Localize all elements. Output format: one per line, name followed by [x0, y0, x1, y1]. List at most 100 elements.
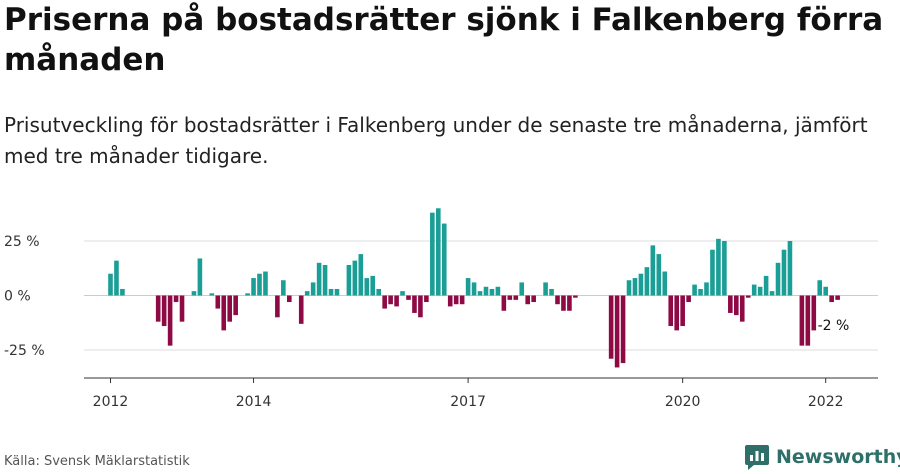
bar [447, 295, 453, 307]
bar [638, 273, 644, 296]
bar [495, 286, 501, 296]
y-tick-label: 25 % [4, 234, 40, 250]
bar [120, 288, 125, 296]
bar [298, 295, 304, 324]
bar [644, 267, 650, 296]
brand-logo: Newsworthy [744, 442, 900, 472]
bar [197, 258, 203, 296]
bar [114, 260, 119, 296]
bar [507, 295, 513, 300]
bar [692, 284, 697, 296]
bar [352, 260, 358, 296]
bar [209, 293, 215, 296]
last-value-label: -2 % [818, 318, 850, 334]
bar [227, 295, 232, 322]
x-tick-label: 2012 [93, 394, 129, 410]
bar [465, 278, 471, 296]
bar [263, 271, 268, 296]
bar [215, 295, 221, 309]
bar [418, 295, 423, 318]
bar [722, 241, 727, 296]
bar [281, 280, 286, 296]
bar [441, 223, 447, 296]
bar [155, 295, 161, 322]
bar [459, 295, 465, 305]
bar [376, 288, 381, 296]
bar [549, 288, 554, 296]
bar [674, 295, 679, 331]
bar [388, 295, 393, 305]
bar [781, 249, 787, 296]
bar [412, 295, 417, 313]
bar [751, 284, 757, 296]
bar [823, 286, 828, 296]
bar [513, 295, 519, 300]
bar [328, 288, 334, 296]
bar [680, 295, 685, 327]
bar [799, 295, 805, 346]
bar [406, 295, 411, 300]
bar [656, 254, 662, 296]
bar [567, 295, 572, 311]
bar [728, 295, 733, 313]
chart-title: Priserna på bostadsrätter sjönk i Falken… [4, 2, 884, 78]
bar [322, 264, 328, 296]
newsworthy-logo-icon [745, 445, 769, 470]
bar [650, 245, 656, 296]
bar [179, 295, 185, 322]
y-tick-label: -25 % [4, 343, 45, 359]
bar [471, 282, 477, 296]
x-tick-label: 2017 [450, 394, 486, 410]
bar [245, 293, 250, 296]
bar [257, 273, 262, 296]
bar [614, 295, 620, 368]
bar [483, 286, 489, 296]
bar [400, 291, 405, 296]
bar [424, 295, 429, 303]
bar [632, 278, 638, 296]
x-tick-label: 2020 [665, 394, 701, 410]
x-tick-label: 2014 [236, 394, 272, 410]
bar [620, 295, 626, 364]
bar [710, 249, 715, 296]
bar [453, 295, 459, 305]
bar [394, 295, 399, 307]
bar [757, 286, 763, 296]
bar [501, 295, 507, 311]
bar [316, 262, 322, 296]
bar [221, 295, 227, 331]
bar [787, 241, 793, 296]
bar [304, 291, 310, 296]
bar [608, 295, 614, 359]
bar [829, 295, 834, 303]
bar [191, 291, 197, 296]
bar [561, 295, 566, 311]
bar [811, 295, 817, 331]
bar [555, 295, 560, 305]
bar [745, 295, 751, 298]
bar [251, 278, 256, 296]
bar [531, 295, 536, 303]
bar [543, 282, 548, 296]
bar [769, 291, 775, 296]
bar [763, 275, 769, 296]
bar [364, 278, 370, 296]
bars-layer: -2 % [108, 208, 850, 368]
x-tick-label: 2022 [808, 394, 844, 410]
bar [698, 288, 703, 296]
y-tick-label: 0 % [4, 289, 31, 305]
bar [489, 288, 495, 296]
bar [430, 212, 435, 296]
bar [370, 275, 376, 296]
bar [477, 291, 483, 296]
bar [525, 295, 530, 305]
bar [734, 295, 739, 316]
bar [382, 295, 387, 309]
bar [173, 295, 179, 303]
bar [161, 295, 167, 327]
bar [436, 208, 441, 296]
bar [287, 295, 292, 303]
bar [805, 295, 811, 346]
axis-layer: 2012 2014 2017 2020 2022 [84, 377, 878, 410]
